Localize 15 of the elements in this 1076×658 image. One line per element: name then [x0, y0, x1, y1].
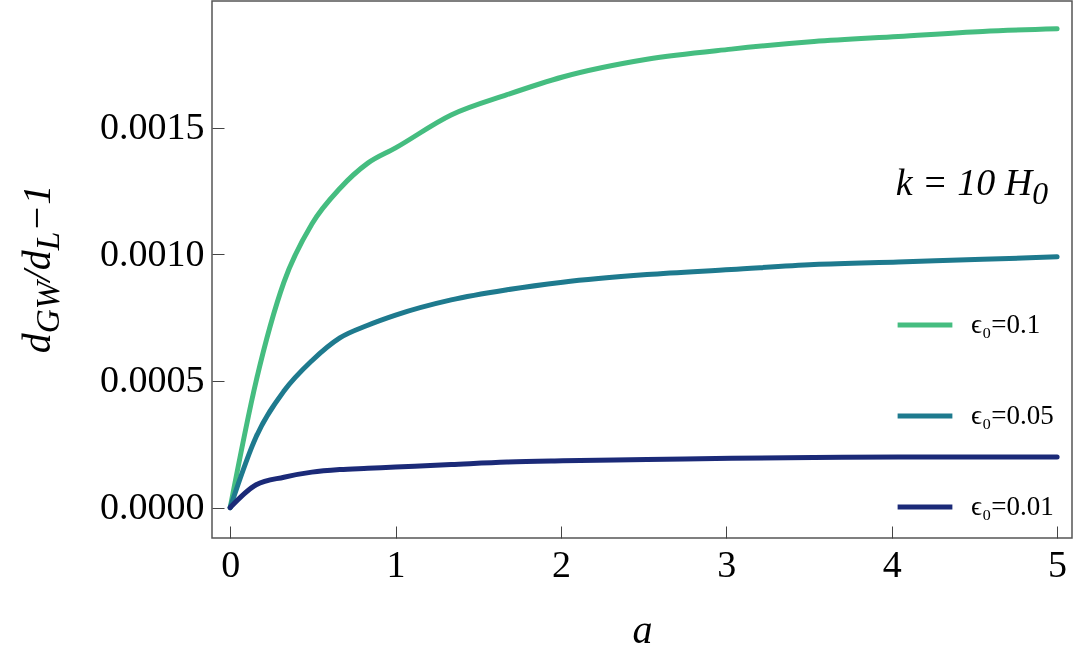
x-tick-label: 5	[1048, 542, 1068, 585]
x-tick-label: 1	[386, 542, 406, 585]
y-tick-label: 0.0005	[100, 358, 205, 401]
legend-label: ϵ₀=0.01	[971, 491, 1054, 521]
y-tick-label: 0.0010	[100, 231, 205, 274]
x-tick-label: 2	[551, 542, 571, 585]
legend-label: ϵ₀=0.05	[971, 400, 1054, 430]
legend-label: ϵ₀=0.1	[971, 309, 1041, 339]
x-tick-label: 3	[717, 542, 737, 585]
x-tick-label: 0	[221, 542, 241, 585]
x-tick-label: 4	[882, 542, 902, 585]
annotation: k = 10 H$_{0}$	[895, 160, 1048, 212]
x-axis-title: a	[632, 606, 653, 652]
y-tick-label: 0.0000	[100, 485, 205, 528]
y-tick-label: 0.0015	[100, 105, 205, 148]
